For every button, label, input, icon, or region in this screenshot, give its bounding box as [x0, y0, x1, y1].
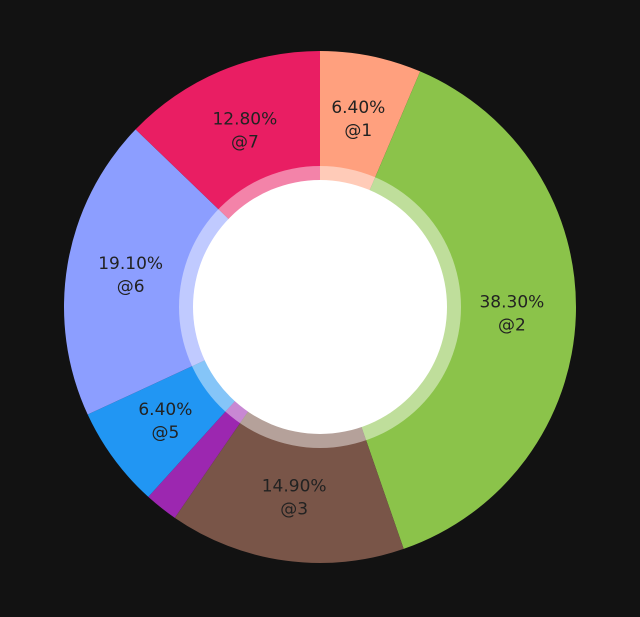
value-label: 14.90%	[262, 476, 327, 496]
category-label: @3	[280, 499, 308, 519]
category-label: @2	[498, 316, 526, 336]
value-label: 19.10%	[98, 254, 163, 274]
segment	[148, 396, 252, 518]
segment	[174, 405, 404, 564]
segment	[63, 129, 234, 415]
segment	[359, 71, 576, 549]
value-label: 12.80%	[212, 109, 277, 129]
category-label: @6	[117, 277, 145, 297]
value-label: 38.30%	[479, 293, 544, 313]
segment	[320, 51, 421, 197]
donut-hole	[193, 180, 447, 434]
category-label: @5	[151, 423, 179, 443]
category-label: @1	[344, 121, 372, 141]
value-label: 6.40%	[331, 98, 385, 118]
segments	[63, 51, 576, 564]
labels: 6.40% @1 38.30% @2 14.90% @3 6.40% @5 19.10% @6 12…	[98, 98, 544, 519]
value-label: 6.40%	[138, 400, 192, 420]
category-label: @7	[231, 132, 259, 152]
segment	[135, 51, 320, 224]
segment	[87, 357, 240, 497]
